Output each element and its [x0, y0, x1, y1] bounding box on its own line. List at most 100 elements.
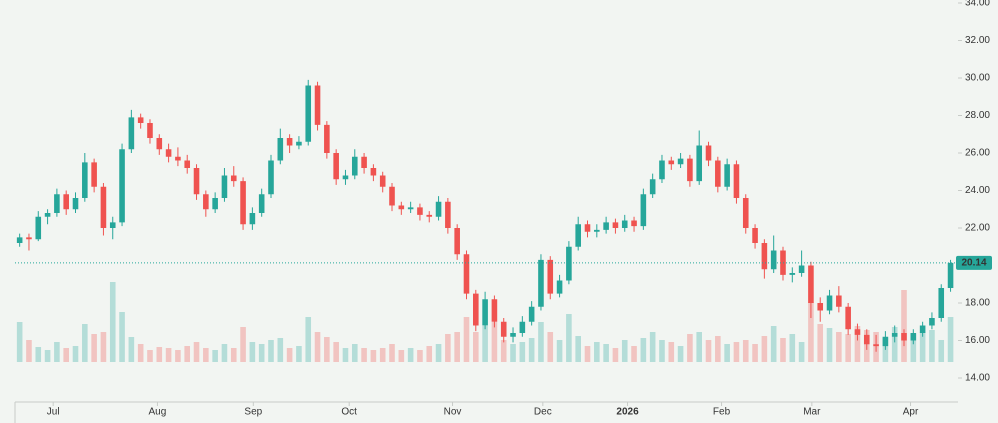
volume-bar [687, 334, 693, 362]
volume-bar [817, 324, 824, 362]
candle-body [296, 141, 302, 146]
volume-bar [268, 340, 274, 362]
volume-bar [631, 346, 637, 362]
volume-bar [417, 350, 423, 362]
candle-body [817, 303, 824, 311]
candle-body [379, 175, 386, 187]
x-tick-label: Nov [444, 407, 462, 418]
candle-body [35, 216, 42, 240]
volume-bar [612, 348, 619, 362]
candle-body [165, 149, 172, 157]
y-tick-label: 16.00 [965, 335, 990, 346]
volume-bar [100, 332, 107, 362]
volume-bar [733, 342, 740, 362]
volume-bar [938, 340, 945, 362]
volume-bar [203, 348, 209, 362]
volume-bar [901, 290, 907, 362]
candle-body [473, 293, 479, 326]
candle-body [677, 158, 684, 165]
candle-body [761, 243, 768, 270]
candle-body [789, 273, 796, 275]
volume-bar [63, 348, 69, 362]
y-tick-label: 18.00 [965, 298, 990, 309]
candle-body [82, 162, 88, 198]
candle-body [333, 153, 339, 180]
y-tick-label: 26.00 [965, 148, 990, 159]
candle-body [528, 306, 535, 322]
y-tick-label: 24.00 [965, 185, 990, 196]
candle-body [910, 333, 917, 341]
candle-body [230, 175, 237, 182]
candle-body [389, 186, 395, 206]
candle-body [724, 164, 730, 187]
volume-bar [947, 317, 954, 362]
candle-body [510, 333, 516, 337]
candle-body [63, 194, 69, 210]
volume-bar [258, 344, 265, 362]
volume-bar [230, 348, 237, 362]
volume-bar [640, 338, 647, 362]
volume-bar [342, 348, 349, 362]
candle-body [919, 325, 926, 333]
candle-body [612, 222, 619, 228]
candle-body [742, 198, 749, 228]
candle-body [873, 344, 879, 347]
volume-bar [109, 282, 116, 362]
volume-bar [16, 322, 23, 362]
candle-body [668, 160, 675, 165]
y-tick-label: 34.00 [965, 0, 990, 9]
volume-bar [826, 328, 833, 362]
candle-body [482, 299, 488, 326]
candle-body [454, 228, 460, 255]
candle-body [240, 181, 246, 225]
volume-bar [463, 317, 470, 362]
volume-bar [761, 336, 768, 362]
candle-body [733, 164, 740, 198]
candle-body [147, 123, 153, 138]
volume-bar [696, 332, 703, 362]
volume-bar [435, 344, 442, 362]
candle-body [854, 329, 861, 335]
volume-bar [333, 342, 339, 362]
candle-body [603, 222, 609, 230]
volume-bar [91, 334, 97, 362]
candle-body [100, 186, 107, 228]
last-price-box [956, 255, 992, 270]
candle-body [342, 175, 349, 180]
volume-bar [361, 348, 367, 362]
volume-bar [677, 346, 684, 362]
candle-body [845, 306, 851, 330]
volume-bar [547, 332, 554, 362]
candle-body [26, 237, 32, 240]
x-tick-label: Oct [341, 407, 357, 418]
candle-body [398, 205, 405, 210]
volume-bar [882, 338, 889, 362]
volume-bar [193, 342, 200, 362]
candle-body [947, 262, 954, 288]
y-tick-label: 22.00 [965, 223, 990, 234]
volume-bar [119, 312, 125, 362]
candle-body [426, 214, 433, 217]
candle-body [128, 117, 135, 150]
volume-bar [649, 332, 656, 362]
volume-bar [221, 344, 228, 362]
candle-body [836, 295, 842, 307]
volume-bar [54, 342, 60, 362]
volume-bar [836, 332, 842, 362]
candle-body [314, 85, 321, 125]
candle-body [156, 138, 163, 150]
candle-body [109, 222, 116, 228]
x-tick-label: 2026 [616, 407, 639, 418]
candle-body [826, 295, 833, 311]
volume-bar [324, 337, 330, 362]
candle-body [324, 124, 330, 153]
candle-body [54, 194, 60, 213]
candle-body [938, 288, 945, 318]
candle-body [44, 213, 51, 217]
candle-body [417, 207, 423, 215]
volume-bar [500, 340, 507, 362]
volume-bar [212, 350, 218, 362]
volume-bar [277, 338, 284, 362]
